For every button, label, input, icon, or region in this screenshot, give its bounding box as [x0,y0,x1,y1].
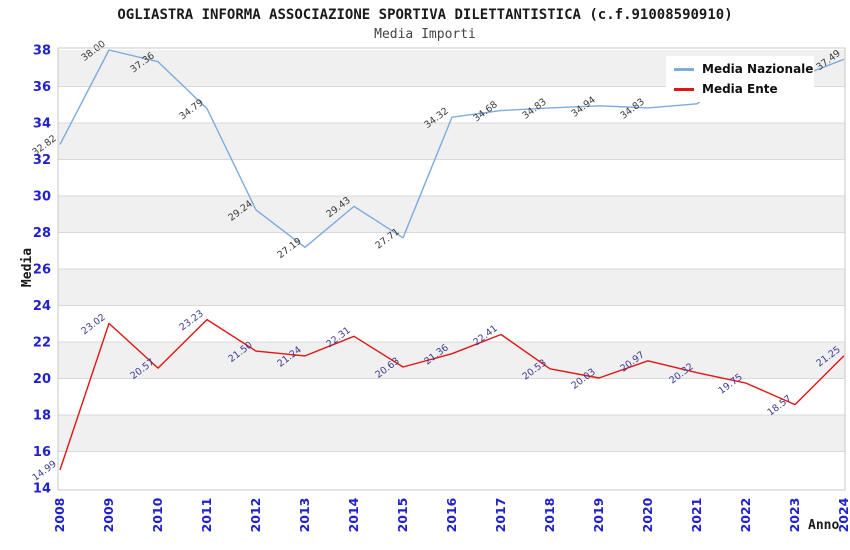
legend-label: Media Ente [702,82,778,96]
y-tick-label: 18 [33,409,51,424]
y-tick-label: 34 [33,117,51,132]
x-tick-label: 2024 [836,497,850,532]
point-label: 14.99 [30,459,58,484]
x-tick-label: 2017 [493,498,508,533]
legend-item-media-nazionale: Media Nazionale [674,62,814,76]
x-tick-label: 2022 [738,498,753,533]
legend-item-media-ente: Media Ente [674,82,814,96]
grid-band [58,269,845,306]
y-tick-label: 20 [33,372,51,387]
chart-subtitle: Media Importi [374,27,476,42]
x-tick-label: 2014 [346,497,361,532]
x-axis-title: Anno [808,518,840,533]
y-tick-label: 22 [33,336,51,351]
legend-label: Media Nazionale [702,62,814,76]
chart-title: OGLIASTRA INFORMA ASSOCIAZIONE SPORTIVA … [117,7,733,23]
x-tick-label: 2015 [395,498,410,533]
y-axis-title: Media [20,247,36,288]
grid-band [58,123,845,160]
y-tick-label: 36 [33,80,51,95]
x-tick-label: 2009 [101,498,116,533]
y-tick-label: 32 [33,153,51,168]
y-tick-label: 24 [33,299,51,314]
x-tick-label: 2013 [297,498,312,533]
grid-band [58,196,845,233]
x-tick-label: 2018 [542,498,557,533]
plot-border [57,47,846,491]
x-tick-label: 2008 [52,498,67,533]
grid-band [58,342,845,379]
legend: Media Nazionale Media Ente [666,56,814,102]
grid-band [58,415,845,452]
y-tick-label: 26 [33,263,51,278]
y-tick-label: 14 [33,482,51,497]
ente-line-marker-icon [674,87,694,91]
x-tick-label: 2010 [150,497,165,532]
x-tick-label: 2023 [787,498,802,533]
y-tick-label: 16 [33,445,51,460]
y-tick-label: 30 [33,190,51,205]
x-tick-label: 2011 [199,498,214,533]
x-tick-label: 2021 [689,498,704,533]
x-tick-label: 2020 [640,497,655,532]
x-tick-label: 2019 [591,498,606,533]
x-tick-label: 2012 [248,498,263,533]
x-tick-label: 2016 [444,497,459,532]
y-tick-label: 38 [33,44,51,59]
y-tick-label: 28 [33,226,51,241]
series-line-media-ente [59,318,845,471]
nazionale-line-marker-icon [674,67,694,71]
